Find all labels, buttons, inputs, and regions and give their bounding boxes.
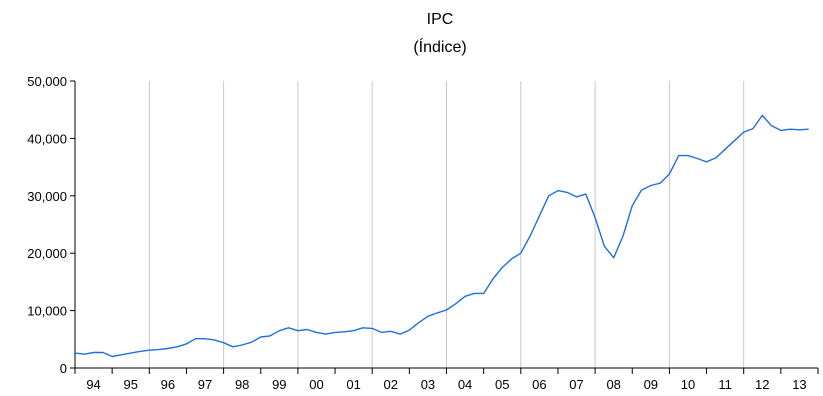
y-axis: 0 10,000 20,000 30,000 40,000 50,000	[27, 74, 76, 376]
y-tick-label: 40,000	[27, 131, 67, 146]
x-tick-label: 95	[123, 377, 137, 392]
x-tick-label: 02	[384, 377, 398, 392]
x-tick-label: 04	[458, 377, 472, 392]
x-tick-label: 00	[309, 377, 323, 392]
x-tick-label: 03	[421, 377, 435, 392]
x-tick-label: 05	[495, 377, 509, 392]
y-tick-label: 30,000	[27, 189, 67, 204]
y-tick-label: 0	[60, 361, 67, 376]
x-tick-label: 98	[235, 377, 249, 392]
x-tick-label: 07	[569, 377, 583, 392]
x-tick-label: 94	[86, 377, 100, 392]
y-tick-label: 20,000	[27, 246, 67, 261]
x-tick-label: 96	[161, 377, 175, 392]
chart-title: IPC	[427, 11, 454, 28]
grid-lines	[148, 81, 745, 368]
x-tick-label: 97	[198, 377, 212, 392]
y-tick-label: 50,000	[27, 74, 67, 89]
x-tick-label: 10	[681, 377, 695, 392]
x-tick-label: 99	[272, 377, 286, 392]
y-tick-label: 10,000	[27, 304, 67, 319]
series-group	[74, 114, 809, 358]
x-tick-label: 13	[792, 377, 806, 392]
x-tick-label: 12	[755, 377, 769, 392]
x-axis: 94 95 96 97 98 99 00 01 02 03 04 05 06 07 08 09 10 11 12 13	[74, 367, 819, 392]
chart-subtitle: (Índice)	[413, 37, 466, 56]
x-tick-label: 08	[606, 377, 620, 392]
x-tick-label: 11	[718, 377, 732, 392]
x-tick-label: 09	[644, 377, 658, 392]
ipc-series-line	[74, 114, 809, 358]
x-tick-label: 01	[346, 377, 360, 392]
x-tick-label: 06	[532, 377, 546, 392]
